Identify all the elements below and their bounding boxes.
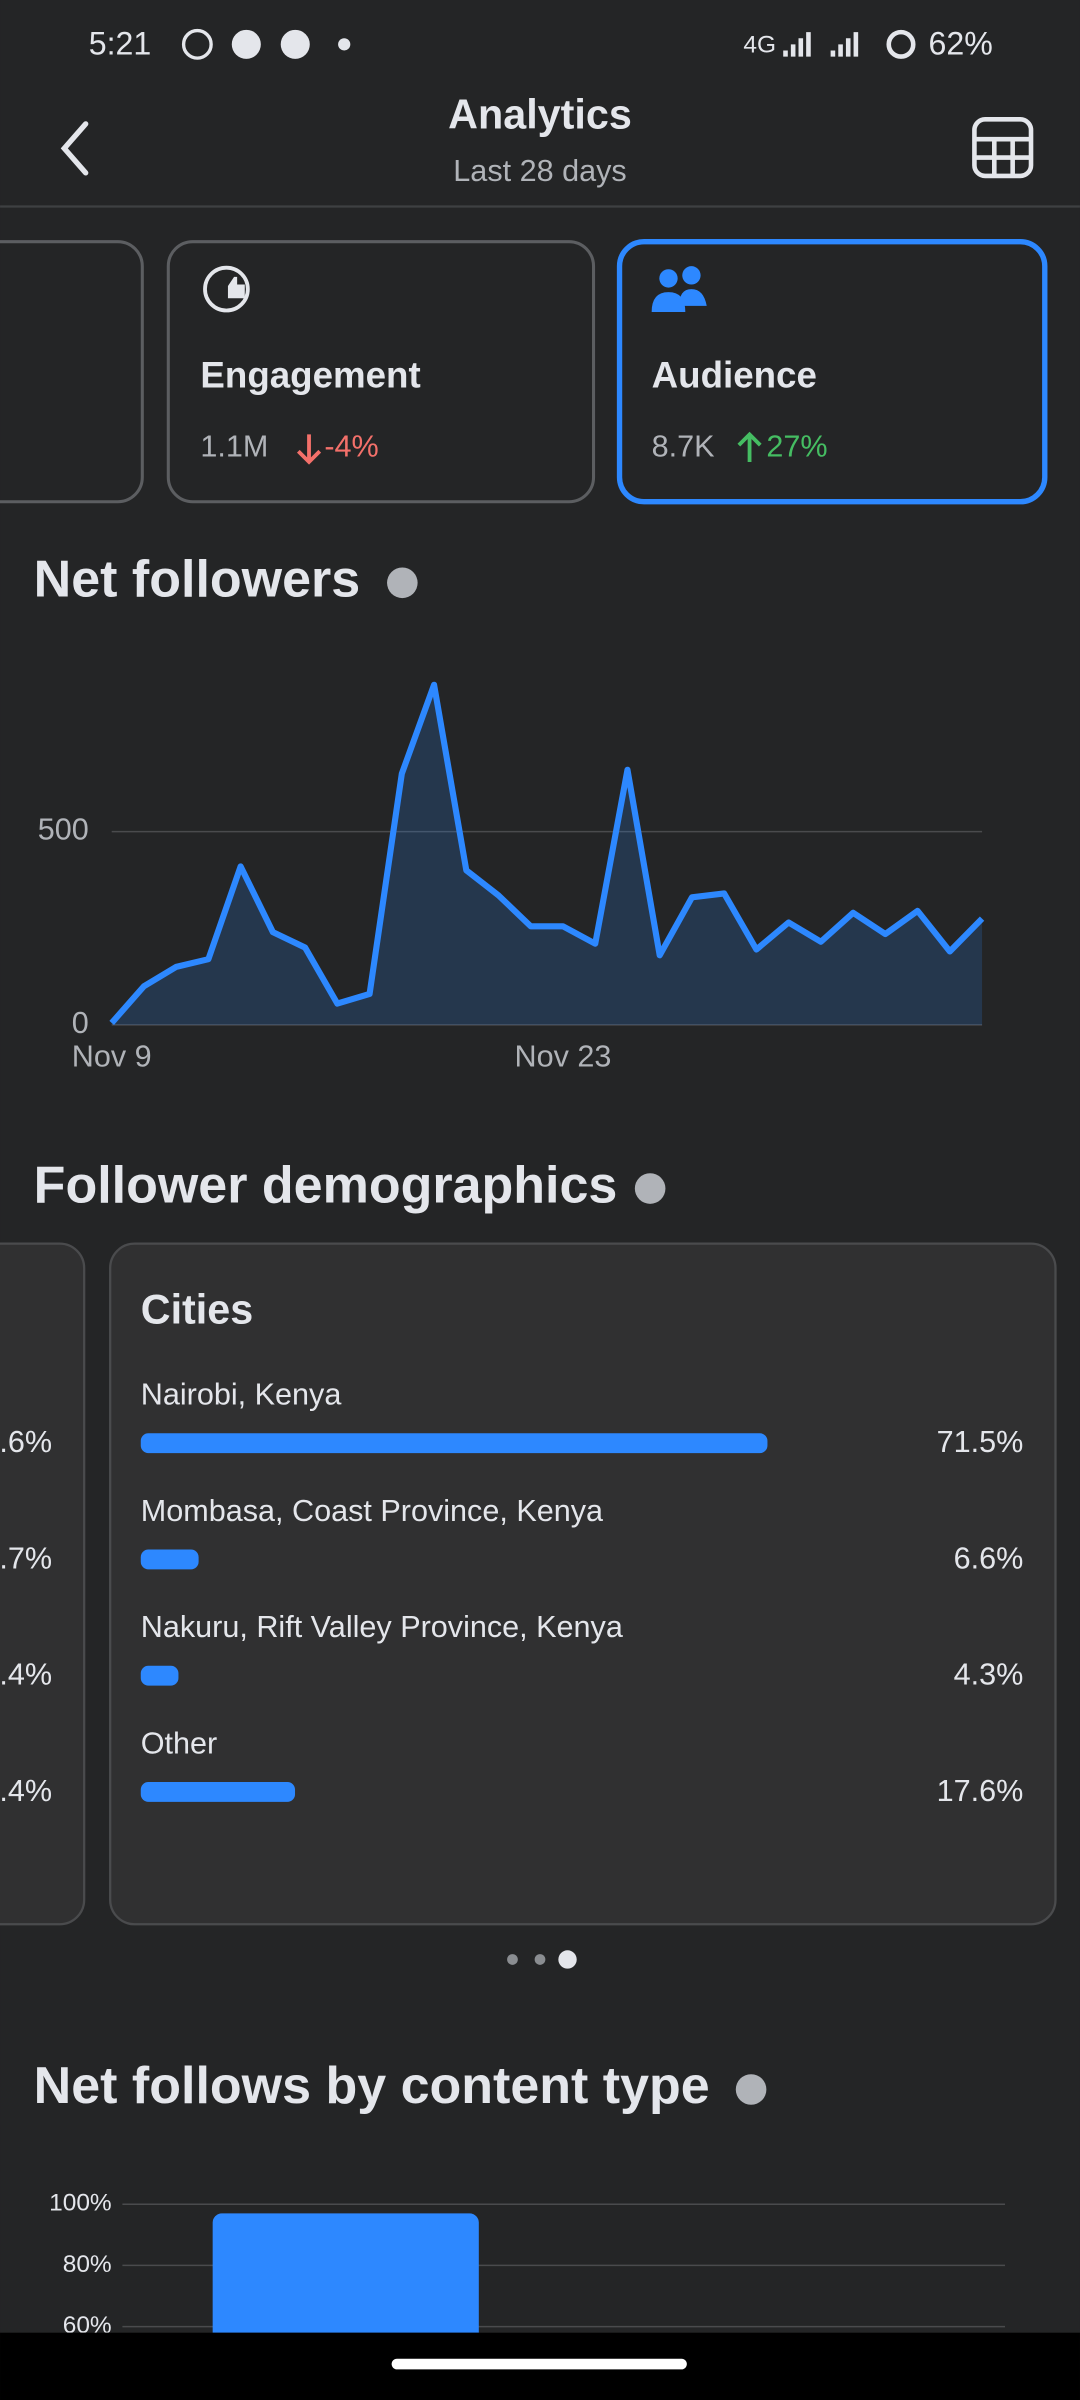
card-change: 27%: [766, 429, 827, 463]
bar: [140, 1549, 199, 1570]
summary-card-partial[interactable]: [0, 240, 144, 504]
row-value: 4.3%: [954, 1658, 1024, 1692]
pager-dot: [507, 1954, 518, 1965]
export-button[interactable]: [972, 117, 1034, 179]
area-fill: [111, 684, 983, 1025]
bar: [140, 1665, 179, 1686]
net-followers-chart: 0 500 Nov 9 Nov 23: [38, 681, 985, 1074]
x-tick-label: Nov 23: [515, 1040, 612, 1074]
bar: [140, 1782, 296, 1802]
demographics-card: [109, 1242, 1057, 1926]
audience-icon: [651, 289, 707, 313]
pager-dots: [507, 1950, 577, 1969]
pager-dot: [534, 1954, 546, 1965]
bar: [140, 1433, 768, 1454]
whatsapp-icon: [181, 28, 213, 60]
info-icon[interactable]: [387, 567, 418, 599]
row-value: .6%: [0, 1425, 52, 1459]
up-arrow: [737, 431, 762, 462]
thumb-icon: [227, 276, 245, 299]
cities-chart: Nairobi, Kenya 71.5% Mombasa, Coast Provin…: [140, 1378, 1024, 1808]
row-label: Nakuru, Rift Valley Province, Kenya: [141, 1610, 623, 1644]
card-title: Cities: [141, 1286, 253, 1332]
audience-icon: [659, 269, 678, 288]
y-tick-label: 80%: [63, 2251, 112, 2278]
row-value: .4%: [0, 1658, 52, 1692]
signal-icon: [830, 32, 859, 57]
down-arrow: [296, 434, 322, 465]
row-label: Mombasa, Coast Province, Kenya: [141, 1494, 603, 1528]
info-icon[interactable]: [634, 1173, 666, 1204]
row-value: .7%: [0, 1541, 52, 1575]
export-icon-grid: [974, 136, 1032, 176]
export-icon: [972, 117, 1034, 179]
y-tick-label: 100%: [49, 2190, 112, 2217]
header-title: Analytics: [448, 92, 632, 138]
card-value: 1.1M: [200, 429, 268, 463]
info-icon[interactable]: [735, 2074, 767, 2105]
header-subtitle: Last 28 days: [453, 154, 626, 188]
row-value: .4%: [0, 1774, 52, 1808]
row-label: Nairobi, Kenya: [141, 1378, 342, 1412]
card-title: Audience: [652, 355, 817, 396]
card-change: -4%: [324, 429, 378, 463]
card-border: [166, 240, 596, 504]
audience-icon: [682, 266, 701, 285]
facebook-icon: [280, 29, 310, 59]
content-type-chart: 60% 80% 100%: [49, 2190, 1006, 2339]
summary-card[interactable]: Engagement 1.1M -4%: [166, 240, 596, 504]
x-tick-label: Nov 9: [72, 1040, 152, 1074]
status-time: 5:21: [89, 25, 151, 61]
section-title: Net followers: [34, 551, 361, 609]
card-border: [616, 239, 1048, 505]
network-type: 4G: [743, 31, 776, 58]
notification-dot: [338, 38, 351, 51]
line: [109, 681, 985, 1025]
bar: [212, 2213, 479, 2333]
engagement-icon: [203, 265, 250, 313]
card-title: Engagement: [200, 355, 420, 396]
card-value: 8.7K: [652, 429, 716, 463]
y-tick-label: 60%: [63, 2312, 112, 2339]
row-value: 17.6%: [937, 1774, 1024, 1808]
row-value: 71.5%: [937, 1425, 1024, 1459]
section-title: Net follows by content type: [34, 2057, 710, 2115]
row-label: Other: [141, 1726, 217, 1760]
previous-card-values: .6% .7% .4% .4%: [0, 1425, 52, 1808]
summary-card[interactable]: Audience 8.7K 27%: [616, 239, 1048, 505]
back-button[interactable]: [60, 121, 89, 176]
y-tick-label: 0: [72, 1006, 89, 1040]
demographics-card-partial: [0, 1242, 86, 1926]
battery-level: 62%: [929, 25, 993, 61]
facebook-icon: [231, 29, 261, 59]
signal-icon: [783, 32, 811, 57]
section-title: Follower demographics: [34, 1156, 618, 1214]
home-indicator[interactable]: [391, 2358, 687, 2370]
battery-icon: [886, 29, 916, 59]
row-value: 6.6%: [954, 1541, 1024, 1575]
pager-dot: [558, 1950, 577, 1969]
y-tick-label: 500: [38, 813, 89, 847]
